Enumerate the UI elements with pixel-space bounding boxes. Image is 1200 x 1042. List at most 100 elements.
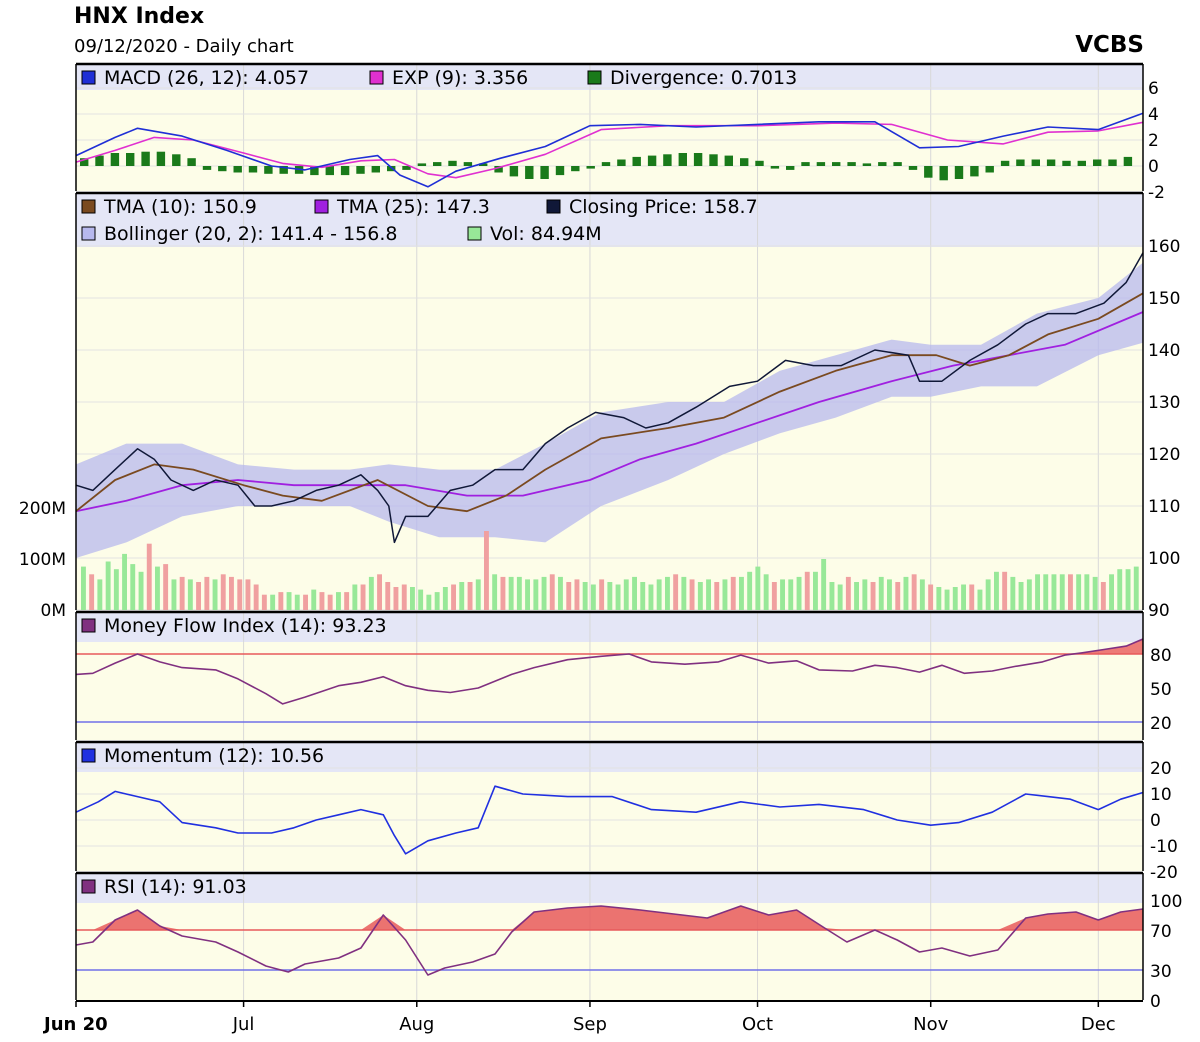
legend-band xyxy=(76,193,1143,247)
divergence-bar xyxy=(509,166,519,177)
divergence-bar xyxy=(663,154,672,166)
volume-bar xyxy=(442,587,448,610)
volume-bar xyxy=(747,571,753,611)
y-tick-label: 0 xyxy=(1150,992,1161,1012)
volume-bar xyxy=(936,587,942,610)
volume-bar xyxy=(500,576,506,610)
divergence-bar xyxy=(141,151,150,166)
volume-bar xyxy=(813,571,818,611)
legend-label: RSI (14): 91.03 xyxy=(104,876,247,898)
y-tick-label: 20 xyxy=(1150,759,1172,779)
x-tick-label: Nov xyxy=(913,1014,948,1035)
legend-swatch xyxy=(81,748,96,763)
bollinger-band xyxy=(76,262,1143,558)
volume-bar xyxy=(1035,574,1040,610)
volume-bar xyxy=(155,566,160,610)
volume-bar xyxy=(829,582,835,610)
y-tick-label: 80 xyxy=(1150,646,1172,666)
divergence-bar xyxy=(494,166,503,173)
volume-bar xyxy=(179,576,185,610)
volume-bar xyxy=(969,584,975,610)
volume-tick-label: 200M xyxy=(19,499,66,519)
volume-bar xyxy=(525,579,530,610)
legend-swatch xyxy=(81,70,96,85)
volume-bar xyxy=(434,592,440,610)
volume-bar xyxy=(928,584,934,610)
divergence-bar xyxy=(479,163,488,166)
volume-bar xyxy=(730,576,736,610)
legend-label: Bollinger (20, 2): 141.4 - 156.8 xyxy=(104,223,397,245)
divergence-bar xyxy=(1077,160,1086,166)
y-tick-label: 90 xyxy=(1148,601,1170,621)
divergence-bar xyxy=(908,166,918,170)
volume-bar xyxy=(771,582,777,610)
volume-bar xyxy=(985,579,991,610)
volume-bar xyxy=(681,576,687,610)
divergence-bar xyxy=(1062,160,1071,166)
volume-bar xyxy=(895,582,901,610)
divergence-bar xyxy=(601,162,611,166)
volume-bar xyxy=(212,579,218,610)
volume-bar xyxy=(426,594,432,610)
divergence-bar xyxy=(156,151,166,166)
divergence-bar xyxy=(847,162,856,166)
volume-bar xyxy=(1092,576,1098,610)
volume-bar xyxy=(837,584,843,610)
divergence-bar xyxy=(525,166,534,179)
divergence-bar xyxy=(740,158,749,166)
volume-bar xyxy=(541,576,547,610)
divergence-bar xyxy=(202,166,212,170)
legend-swatch xyxy=(546,199,561,214)
volume-bar xyxy=(870,582,876,610)
volume-bar xyxy=(656,579,662,610)
volume-bar xyxy=(623,579,629,610)
divergence-bar xyxy=(571,166,580,172)
x-tick-label: Aug xyxy=(399,1014,434,1035)
volume-bar xyxy=(122,553,127,610)
legend-band xyxy=(76,742,1143,772)
volume-bar xyxy=(944,589,950,610)
volume-bar xyxy=(146,543,152,610)
volume-bar xyxy=(665,576,670,610)
volume-bar xyxy=(89,574,95,610)
volume-bar xyxy=(344,592,350,610)
volume-bar xyxy=(607,582,613,610)
divergence-bar xyxy=(555,166,565,176)
volume-tick-label: 0M xyxy=(41,601,66,621)
y-tick-label: 10 xyxy=(1150,785,1172,805)
y-tick-label: 160 xyxy=(1148,237,1180,257)
y-tick-label: 150 xyxy=(1148,289,1180,309)
divergence-bar xyxy=(1108,159,1117,166)
legend-swatch xyxy=(587,70,602,85)
divergence-bar xyxy=(1016,159,1025,166)
volume-bar xyxy=(640,582,646,610)
divergence-bar xyxy=(233,166,242,173)
volume-bar xyxy=(821,559,827,610)
volume-bar xyxy=(632,576,637,610)
volume-bar xyxy=(1026,579,1032,610)
closing-price-line xyxy=(75,252,1144,544)
divergence-bar xyxy=(939,166,948,181)
macd-line xyxy=(75,112,1144,188)
legend-label: Money Flow Index (14): 93.23 xyxy=(104,615,387,637)
y-tick-label: 120 xyxy=(1148,445,1180,465)
volume-bar xyxy=(599,579,605,610)
volume-bar xyxy=(1018,582,1024,610)
divergence-bar xyxy=(954,166,964,179)
y-tick-label: 4 xyxy=(1148,105,1159,125)
volume-bar xyxy=(418,589,424,610)
volume-bar xyxy=(451,584,456,610)
volume-bar xyxy=(410,587,415,610)
legend-label: Momentum (12): 10.56 xyxy=(104,745,324,767)
volume-bar xyxy=(1076,574,1082,610)
divergence-bar xyxy=(755,160,764,166)
volume-bar xyxy=(105,561,111,610)
volume-bar xyxy=(1084,574,1090,610)
volume-bar xyxy=(81,566,86,610)
volume-bar xyxy=(558,576,563,610)
exp-line xyxy=(75,121,1144,179)
volume-bar xyxy=(796,576,802,610)
divergence-bar xyxy=(1123,156,1133,166)
divergence-bar xyxy=(801,162,810,166)
